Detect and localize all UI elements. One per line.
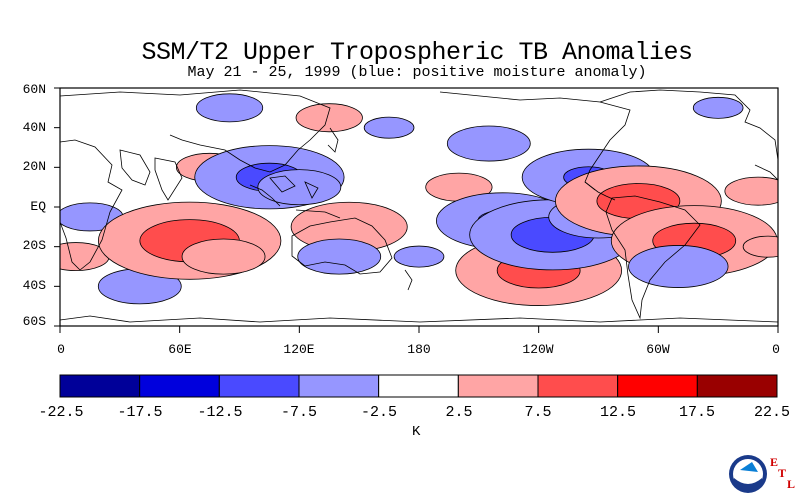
colorbar-label: -22.5 (38, 404, 84, 421)
lat-label-60s: 60S (22, 314, 46, 329)
negative-anomaly (692, 96, 744, 119)
colorbar (59, 374, 778, 398)
colorbar-label: 12.5 (599, 404, 636, 421)
anomaly-contour (181, 238, 266, 275)
longitude-ticks (59, 326, 779, 333)
lon-label-60w: 60W (646, 342, 670, 357)
colorbar-swatch (378, 374, 459, 398)
colorbar-unit: K (412, 424, 421, 440)
etl-letter-t: T (778, 466, 787, 480)
lon-label-0: 0 (57, 342, 65, 357)
colorbar-label: -12.5 (197, 404, 243, 421)
positive-anomaly (724, 176, 778, 206)
negative-anomaly (195, 93, 264, 123)
lat-label-20n: 20N (22, 159, 46, 174)
etl-letter-l: L (787, 477, 796, 491)
anomaly-contour (257, 169, 342, 206)
lat-label-60n: 60N (22, 82, 46, 97)
colorbar-label: 17.5 (678, 404, 715, 421)
anomaly-contour (692, 96, 744, 119)
positive-anomaly (295, 103, 363, 133)
colorbar-label: -2.5 (360, 404, 397, 421)
negative-anomaly (363, 116, 415, 139)
lon-label-0-end: 0 (772, 342, 780, 357)
colorbar-label: 7.5 (524, 404, 552, 421)
negative-anomaly (297, 238, 382, 275)
positive-anomaly (181, 238, 266, 275)
colorbar-swatch (298, 374, 380, 398)
lat-label-eq: EQ (30, 199, 46, 214)
colorbar-label: 22.5 (753, 404, 790, 421)
anomaly-contour (393, 245, 445, 268)
colorbar-swatch (457, 374, 539, 398)
colorbar-swatch (537, 374, 619, 398)
anomaly-contour (297, 238, 382, 275)
negative-anomaly (257, 169, 342, 206)
colorbar-label: 2.5 (445, 404, 473, 421)
colorbar-label: -7.5 (280, 404, 317, 421)
chart-title: SSM/T2 Upper Tropospheric TB Anomalies (141, 38, 693, 67)
anomaly-contour (724, 176, 778, 206)
negative-anomaly (446, 125, 531, 162)
colorbar-swatch (139, 374, 220, 398)
colorbar-swatch (696, 374, 778, 398)
colorbar-label: -17.5 (117, 404, 163, 421)
lat-label-40n: 40N (22, 120, 46, 135)
negative-anomaly (628, 245, 729, 288)
coastlines (60, 89, 778, 323)
anomaly-contour (363, 116, 415, 139)
anomaly-contour (742, 235, 778, 258)
anomaly-contour (446, 125, 531, 162)
lon-label-120e: 120E (283, 342, 315, 357)
anomaly-contour (628, 245, 729, 288)
lon-label-120w: 120W (522, 342, 554, 357)
latitude-ticks (54, 87, 60, 327)
etl-letter-e: E (770, 455, 779, 469)
lat-label-40s: 40S (22, 278, 46, 293)
colorbar-swatch (617, 374, 698, 398)
lon-label-60e: 60E (168, 342, 192, 357)
anomaly-fields (60, 93, 778, 306)
colorbar-swatch (59, 374, 141, 398)
anomaly-contour (295, 103, 363, 133)
lat-label-20s: 20S (22, 238, 46, 253)
colorbar-swatch (218, 374, 300, 398)
negative-anomaly (393, 245, 445, 268)
positive-anomaly (742, 235, 778, 258)
chart-subtitle: May 21 - 25, 1999 (blue: positive moistu… (187, 64, 647, 81)
lon-label-180: 180 (407, 342, 431, 357)
anomaly-contour (195, 93, 264, 123)
